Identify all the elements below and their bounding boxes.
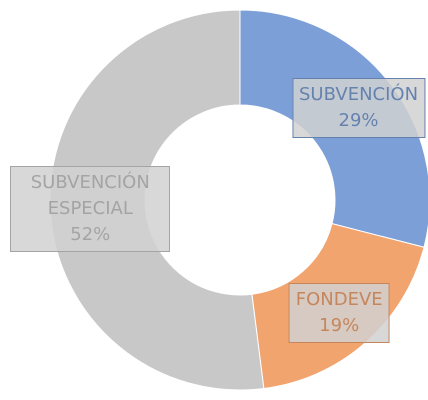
label-value: 52%	[70, 224, 111, 246]
label-category: FONDEVE	[295, 288, 383, 310]
data-label: SUBVENCIÓN 29%	[291, 78, 426, 139]
data-label: SUBVENCIÓN ESPECIAL 52%	[10, 166, 171, 253]
label-category: SUBVENCIÓN ESPECIAL	[30, 172, 150, 220]
label-value: 19%	[319, 314, 360, 336]
label-category: SUBVENCIÓN	[298, 84, 419, 106]
label-value: 29%	[338, 110, 379, 132]
data-label: FONDEVE 19%	[288, 282, 390, 343]
